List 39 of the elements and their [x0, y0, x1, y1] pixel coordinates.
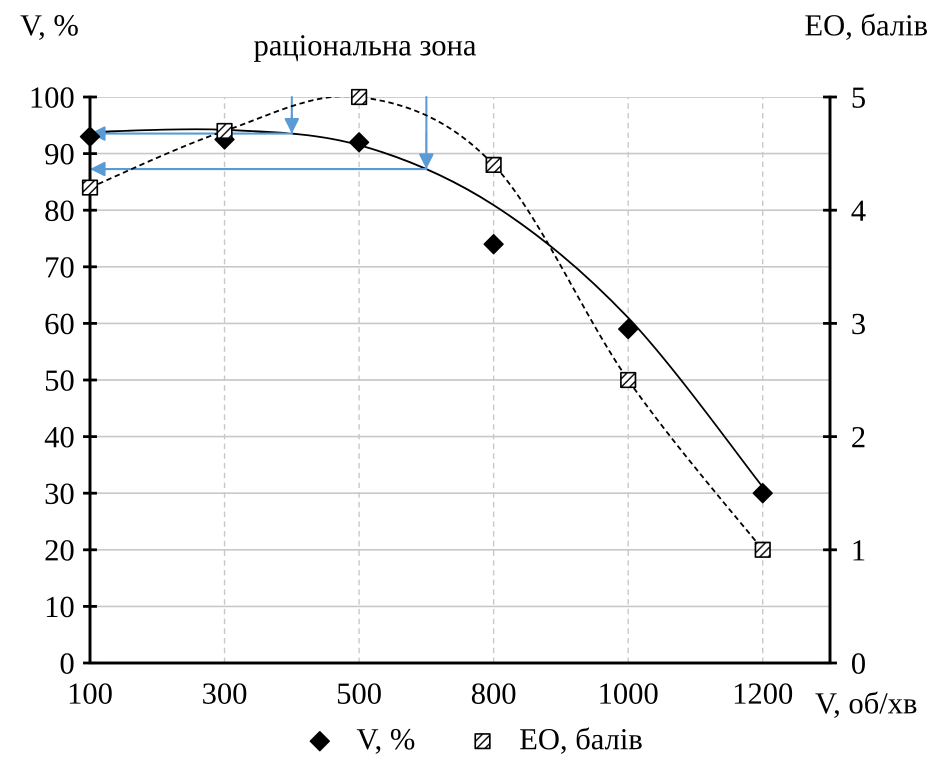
y2-tick-label: 1	[854, 540, 864, 560]
point	[82, 179, 98, 196]
y-tick-label: 50	[46, 370, 74, 391]
point	[618, 318, 638, 340]
y2-tick-label: 0	[852, 653, 865, 674]
x-tick-label: 300	[203, 683, 246, 704]
x-tick-label: 100	[70, 683, 112, 704]
x-tick-label: 1000	[600, 683, 658, 704]
y-tick-label: 70	[46, 257, 74, 278]
y-axis-title: V, %	[20, 15, 78, 40]
legend-label: ЕО, балів	[520, 727, 642, 754]
point	[752, 483, 773, 504]
x-axis-title: V, об/хв	[815, 691, 916, 718]
x-tick-label: 800	[472, 683, 516, 704]
point	[620, 372, 636, 388]
y-tick-label: 20	[46, 540, 74, 561]
y-tick-label: 0	[60, 653, 74, 674]
point	[754, 542, 771, 558]
y-tick-label: 30	[46, 483, 74, 504]
point	[483, 234, 504, 254]
y-tick-label: 10	[46, 596, 74, 618]
y2-tick-label: 4	[851, 200, 866, 221]
legend-label: V, %	[356, 728, 414, 754]
point	[216, 122, 233, 140]
y-tick-label: 90	[45, 144, 74, 164]
point	[486, 156, 502, 174]
y2-tick-label: 5	[852, 88, 865, 108]
point	[350, 88, 368, 106]
y-tick-label: 80	[45, 200, 74, 222]
point	[348, 132, 370, 152]
y2-axis-title: ЕО, балів	[805, 13, 927, 40]
x-tick-label: 1200	[734, 683, 792, 704]
y2-tick-label: 2	[852, 426, 864, 448]
y-tick-label: 40	[44, 426, 74, 448]
x-tick-label: 500	[338, 683, 381, 704]
y-tick-label: 100	[32, 87, 74, 108]
y2-tick-label: 3	[852, 314, 865, 334]
y-tick-label: 60	[45, 314, 74, 334]
chart-title: раціональна зона	[254, 35, 476, 62]
